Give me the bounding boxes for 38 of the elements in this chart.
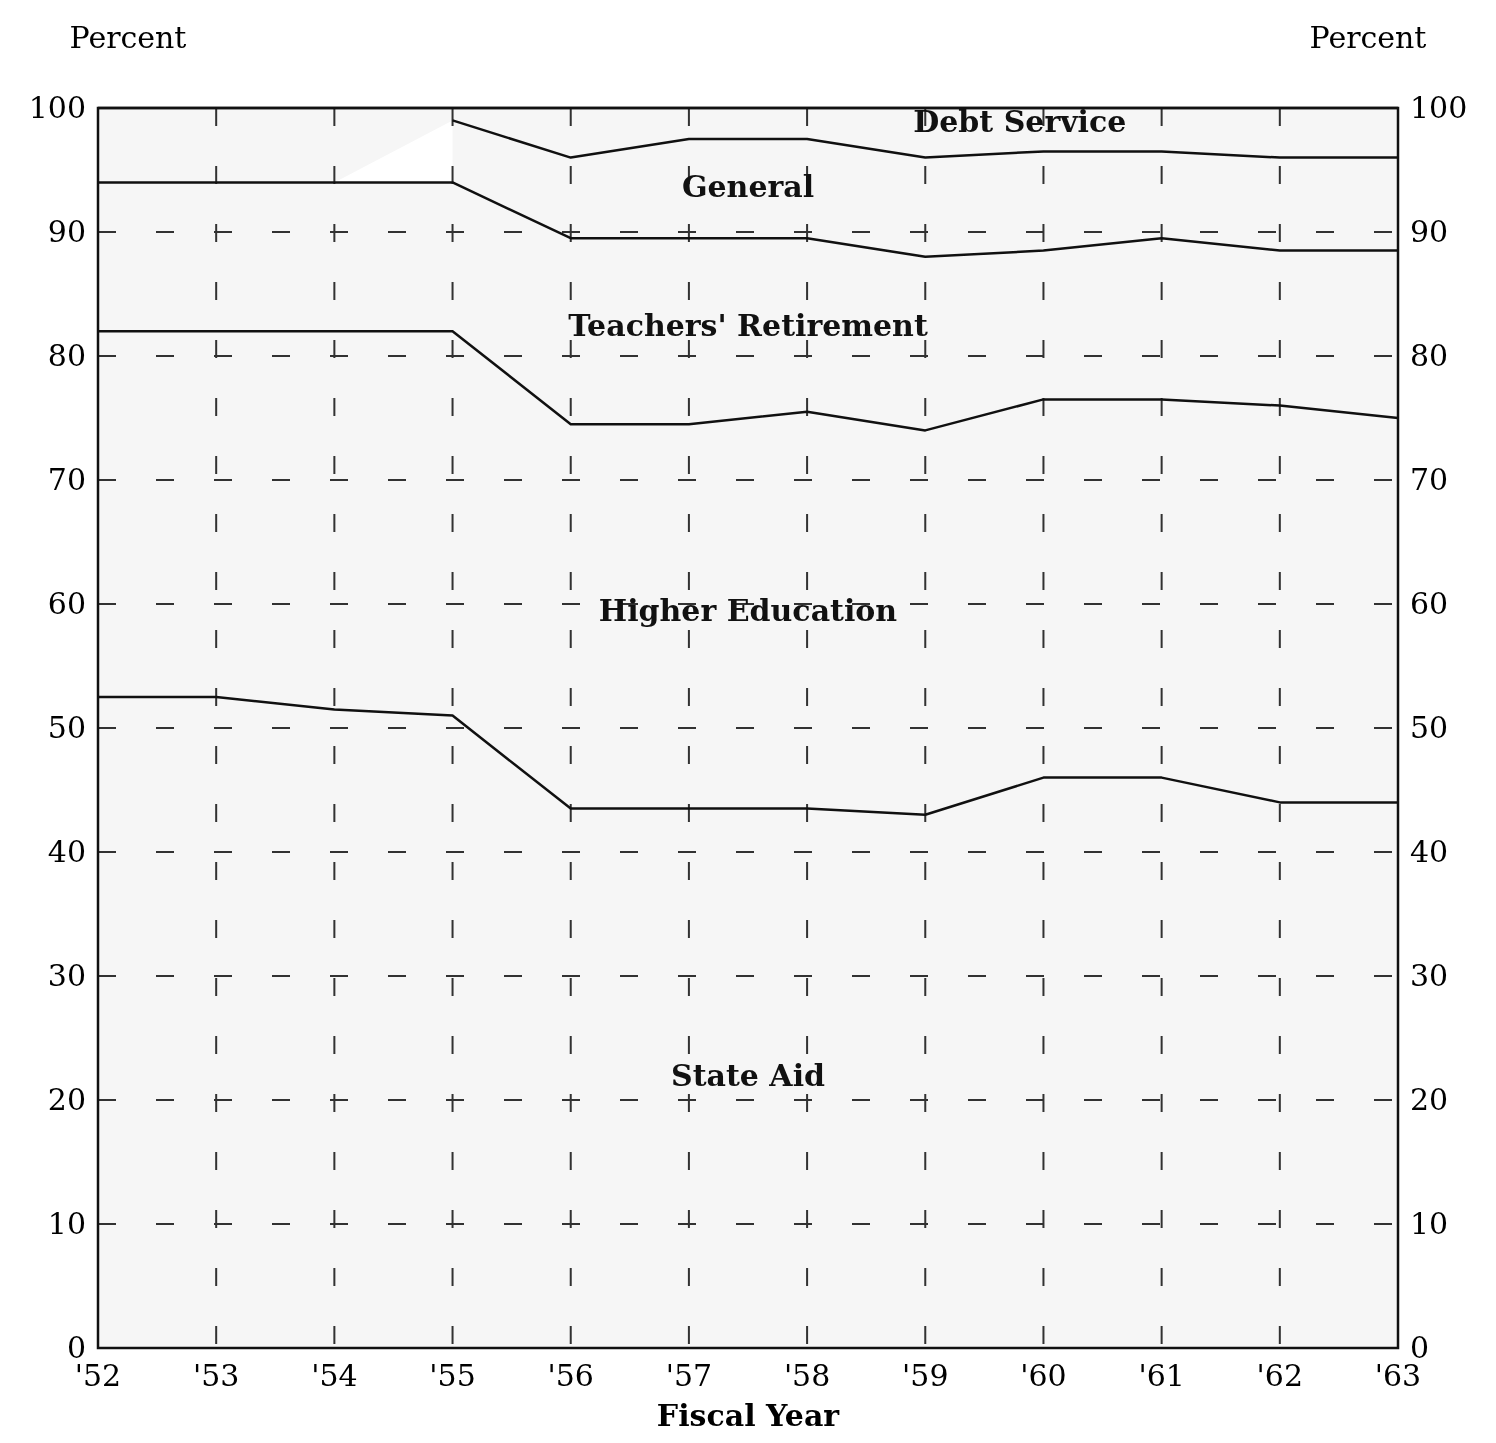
y-tick-label: 30 <box>47 958 86 993</box>
y2-axis-title: Percent <box>1309 20 1427 55</box>
x-tick-label: '57 <box>665 1358 713 1393</box>
y-tick-label: 10 <box>47 1206 86 1241</box>
y-tick-label: 60 <box>47 586 86 621</box>
y-axis-title: Percent <box>69 20 187 55</box>
y2-tick-label: 100 <box>1410 90 1468 125</box>
x-tick-label: '56 <box>547 1358 594 1393</box>
x-axis-title: Fiscal Year <box>656 1398 841 1433</box>
y-tick-label: 50 <box>47 710 86 745</box>
y-tick-label: 80 <box>47 338 86 373</box>
series-label: Higher Education <box>598 593 898 629</box>
y-tick-label: 100 <box>28 90 86 125</box>
y-tick-label: 20 <box>47 1082 86 1117</box>
y2-tick-label: 80 <box>1410 338 1449 373</box>
y-tick-label: 90 <box>47 214 86 249</box>
series-label: Teachers' Retirement <box>568 308 928 344</box>
y2-tick-label: 10 <box>1410 1206 1449 1241</box>
x-tick-label: '54 <box>311 1358 358 1393</box>
x-tick-label: '58 <box>783 1358 831 1393</box>
y2-tick-label: 40 <box>1410 834 1449 869</box>
y2-tick-label: 20 <box>1410 1082 1449 1117</box>
x-tick-label: '62 <box>1256 1358 1304 1393</box>
x-tick-label: '61 <box>1138 1358 1185 1393</box>
series-label: State Aid <box>671 1058 826 1094</box>
y-tick-label: 40 <box>47 834 86 869</box>
y2-tick-label: 50 <box>1410 710 1449 745</box>
x-tick-label: '55 <box>429 1358 476 1393</box>
y2-tick-label: 30 <box>1410 958 1449 993</box>
y2-tick-label: 60 <box>1410 586 1449 621</box>
x-tick-label: '60 <box>1020 1358 1067 1393</box>
series-label: General <box>681 168 815 204</box>
y-tick-label: 70 <box>47 462 86 497</box>
x-tick-label: '59 <box>902 1358 949 1393</box>
x-tick-label: '53 <box>192 1358 240 1393</box>
y2-tick-label: 90 <box>1410 214 1449 249</box>
series-label: Debt Service <box>913 104 1127 139</box>
y2-tick-label: 70 <box>1410 462 1449 497</box>
